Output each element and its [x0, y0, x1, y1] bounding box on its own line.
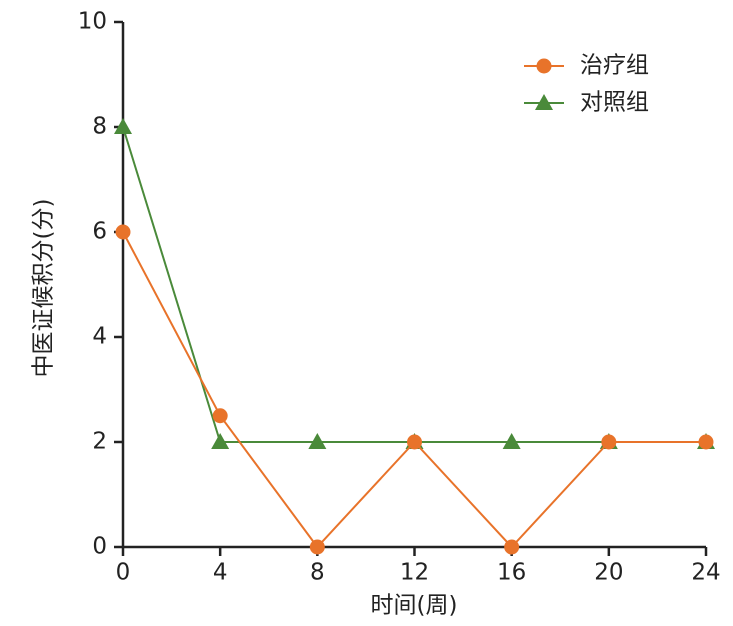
x-tick-label: 12 [400, 560, 429, 586]
y-tick-label: 0 [92, 534, 107, 560]
marker [407, 434, 422, 450]
x-axis-label: 时间(周) [371, 593, 458, 619]
y-tick-label: 6 [92, 219, 107, 245]
marker [211, 433, 230, 449]
x-tick-label: 0 [116, 560, 131, 586]
y-tick-label: 8 [92, 114, 107, 140]
x-tick-label: 24 [691, 560, 720, 586]
legend-label: 对照组 [580, 90, 649, 116]
marker [114, 118, 132, 134]
marker [601, 434, 617, 450]
marker [308, 433, 327, 449]
x-tick-label: 20 [594, 560, 623, 586]
marker [535, 94, 553, 110]
marker [504, 539, 520, 555]
marker [115, 224, 131, 240]
y-tick-label: 10 [78, 9, 107, 35]
x-tick-label: 16 [497, 560, 526, 586]
marker [536, 58, 552, 74]
x-tick-label: 8 [310, 560, 325, 586]
marker [309, 539, 325, 555]
marker [698, 434, 714, 450]
marker [502, 433, 521, 449]
marker [212, 408, 228, 424]
series-line [122, 126, 706, 443]
y-tick-label: 2 [92, 429, 107, 455]
y-tick-label: 4 [92, 324, 107, 350]
series-line [122, 231, 706, 549]
x-tick-label: 4 [213, 560, 228, 586]
legend-label: 治疗组 [580, 53, 649, 79]
y-axis-label: 中医证候积分(分) [31, 199, 57, 378]
